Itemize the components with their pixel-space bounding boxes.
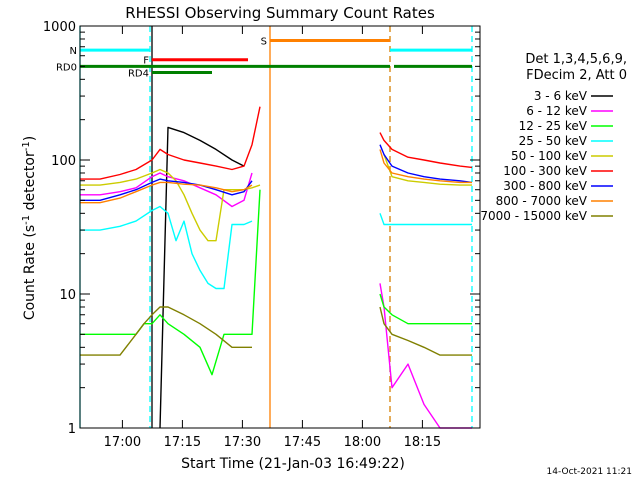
series-line-4	[80, 154, 472, 242]
y-axis-label: Count Rate (s-1 detector-1)	[21, 136, 38, 320]
legend-label-5: 100 - 300 keV	[503, 164, 587, 178]
legend: Det 1,3,4,5,6,9, FDecim 2, Att 0 3 - 6 k…	[480, 52, 627, 223]
series-line-0	[159, 126, 245, 429]
legend-header-line-2: FDecim 2, Att 0	[526, 68, 627, 83]
series-line-6	[80, 144, 473, 201]
series-line-2	[80, 189, 472, 376]
plot-frame	[79, 25, 481, 429]
flag-f-label: F	[143, 56, 149, 67]
legend-header-line-1: Det 1,3,4,5,6,9,	[525, 52, 627, 67]
plot-area: N S F RD0 RD4	[56, 26, 473, 429]
y-tick-label-3: 1000	[43, 20, 76, 35]
legend-label-2: 12 - 25 keV	[519, 119, 588, 133]
x-tick-label-1: 17:15	[164, 435, 201, 450]
x-tick-label-5: 18:15	[404, 435, 441, 450]
flag-s-label: S	[261, 36, 267, 47]
legend-label-6: 300 - 800 keV	[503, 179, 587, 193]
x-tick-label-4: 18:00	[344, 435, 381, 450]
series-line-7	[80, 149, 472, 204]
axes: 17:00 17:15 17:30 17:45 18:00 18:15 1 10 100 1000	[43, 20, 481, 450]
x-tick-label-0: 17:00	[104, 435, 141, 450]
legend-label-1: 6 - 12 keV	[526, 104, 588, 118]
x-axis-label: Start Time (21-Jan-03 16:49:22)	[181, 456, 405, 472]
series-line-3	[80, 205, 472, 290]
timestamp: 14-Oct-2021 11:21	[547, 467, 632, 477]
y-tick-label-0: 1	[68, 422, 76, 437]
series-line-1	[80, 172, 472, 429]
x-tick-label-2: 17:30	[224, 435, 261, 450]
legend-label-8: 7000 - 15000 keV	[480, 209, 587, 223]
x-tick-label-3: 17:45	[284, 435, 321, 450]
y-tick-label-2: 100	[51, 154, 76, 169]
legend-label-0: 3 - 6 keV	[534, 89, 588, 103]
y-tick-label-1: 10	[59, 288, 76, 303]
legend-label-3: 25 - 50 keV	[519, 134, 588, 148]
flag-n-label: N	[70, 46, 77, 57]
flag-rd0-label: RD0	[56, 62, 77, 73]
legend-label-4: 50 - 100 keV	[511, 149, 588, 163]
series-line-5	[80, 106, 473, 180]
legend-label-7: 800 - 7000 keV	[496, 194, 588, 208]
chart-title: RHESSI Observing Summary Count Rates	[125, 4, 435, 22]
flag-rd4-label: RD4	[128, 68, 149, 79]
series-line-8	[80, 306, 472, 356]
